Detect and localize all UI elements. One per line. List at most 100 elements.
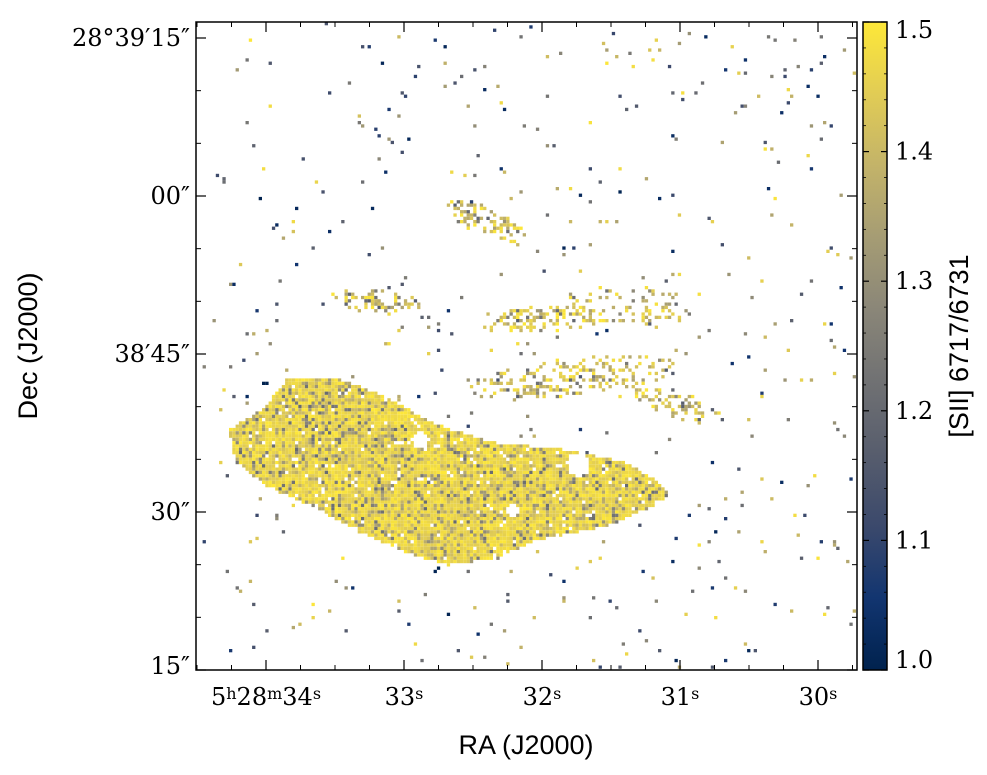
heatmap-cell (367, 434, 371, 438)
heatmap-cell (281, 451, 286, 455)
heatmap-cell (417, 553, 421, 557)
heatmap-cell (555, 322, 559, 326)
heatmap-cell (367, 292, 371, 296)
heatmap-cell (638, 523, 642, 527)
heatmap-cell (631, 312, 635, 316)
heatmap-cell (816, 556, 820, 560)
heatmap-cell (522, 477, 526, 481)
heatmap-cell (334, 490, 338, 494)
heatmap-cell (291, 398, 295, 402)
heatmap-cell (697, 401, 701, 405)
heatmap-cell (337, 457, 342, 461)
heatmap-cell (351, 510, 355, 514)
heatmap-cell (542, 487, 546, 491)
heatmap-cell (301, 474, 305, 478)
heatmap-cell (413, 299, 418, 303)
heatmap-cell (245, 437, 249, 442)
heatmap-cell (400, 460, 404, 465)
heatmap-cell (304, 385, 309, 389)
heatmap-cell (601, 500, 606, 504)
heatmap-cell (252, 467, 256, 471)
heatmap-cell (354, 470, 358, 475)
heatmap-cell (324, 477, 328, 481)
heatmap-cell (456, 457, 460, 461)
heatmap-cell (516, 536, 520, 541)
heatmap-cell (351, 411, 355, 415)
heatmap-cell (611, 305, 616, 310)
heatmap-cell (407, 540, 411, 544)
heatmap-cell (361, 477, 365, 481)
heatmap-cell (291, 441, 295, 445)
heatmap-cell (611, 358, 616, 362)
heatmap-cell (506, 464, 510, 468)
heatmap-cell (308, 394, 312, 399)
heatmap-cell (417, 526, 421, 531)
heatmap-cell (512, 315, 517, 319)
heatmap-cell (367, 497, 371, 501)
heatmap-cell (265, 411, 269, 415)
heatmap-cell (618, 94, 622, 98)
heatmap-cell (489, 467, 493, 471)
heatmap-cell (473, 68, 477, 72)
heatmap-cell (377, 474, 381, 478)
heatmap-cell (466, 213, 470, 217)
heatmap-cell (278, 487, 282, 491)
heatmap-cell (357, 388, 361, 392)
heatmap-cell (394, 421, 398, 425)
heatmap-cell (648, 371, 652, 376)
heatmap-cell (687, 404, 691, 409)
heatmap-cell (285, 411, 289, 415)
heatmap-cell (641, 484, 645, 488)
heatmap-cell (450, 431, 454, 435)
heatmap-cell (549, 460, 553, 465)
heatmap-cell (245, 431, 249, 435)
heatmap-cell (255, 421, 259, 425)
heatmap-cell (308, 404, 312, 409)
heatmap-cell (483, 474, 487, 478)
heatmap-cell (493, 523, 497, 527)
heatmap-cell (552, 477, 556, 481)
heatmap-cell (664, 404, 668, 409)
heatmap-cell (450, 200, 454, 204)
heatmap-cell (271, 434, 276, 438)
heatmap-cell (354, 388, 358, 392)
heatmap-cell (516, 497, 520, 501)
heatmap-cell (585, 526, 589, 531)
heatmap-cell (311, 378, 315, 382)
heatmap-cell (403, 460, 408, 465)
heatmap-cell (654, 408, 658, 412)
heatmap-cell (572, 513, 576, 517)
heatmap-cell (555, 500, 559, 504)
heatmap-cell (433, 507, 437, 511)
heatmap-cell (433, 460, 437, 465)
heatmap-cell (479, 510, 484, 514)
heatmap-cell (403, 487, 408, 491)
heatmap-cell (486, 441, 490, 445)
heatmap-cell (436, 559, 441, 564)
heatmap-cell (463, 530, 467, 534)
heatmap-cell (526, 493, 530, 498)
heatmap-cell (361, 513, 365, 517)
heatmap-cell (529, 520, 533, 524)
heatmap-cell (460, 559, 464, 564)
heatmap-cell (374, 295, 378, 300)
heatmap-cell (417, 427, 421, 432)
heatmap-cell (489, 503, 493, 508)
heatmap-cell (476, 460, 480, 465)
heatmap-cell (631, 474, 635, 478)
heatmap-cell (796, 64, 800, 69)
heatmap-cell (539, 513, 543, 517)
heatmap-cell (374, 533, 378, 537)
heatmap-cell (529, 322, 533, 326)
heatmap-cell (380, 507, 385, 511)
heatmap-cell (578, 427, 583, 432)
heatmap-cell (493, 213, 497, 217)
heatmap-cell (740, 490, 744, 494)
heatmap-cell (522, 497, 526, 501)
heatmap-cell (433, 470, 437, 475)
heatmap-cell (377, 457, 381, 461)
heatmap-cell (417, 418, 421, 422)
heatmap-cell (519, 493, 523, 498)
heatmap-cell (674, 394, 678, 399)
heatmap-cell (410, 444, 414, 448)
